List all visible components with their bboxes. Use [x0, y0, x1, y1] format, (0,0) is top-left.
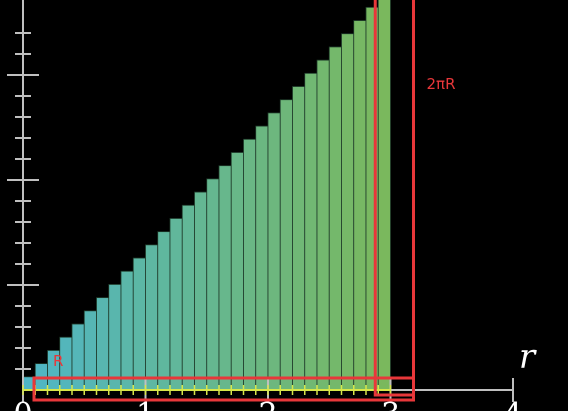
bar-13	[169, 218, 183, 391]
base-annotation-label: R	[53, 352, 63, 370]
y-tick-label-15: 15	[0, 58, 1, 93]
bar-19	[243, 138, 257, 391]
ticks-group	[7, 32, 514, 402]
bar-14	[181, 204, 195, 391]
bar-28	[353, 20, 367, 391]
bar-12	[157, 231, 171, 391]
y-tick-label-10: 10	[0, 163, 1, 198]
annotations-group: 2πR R	[32, 0, 456, 402]
base-highlight-box	[32, 376, 415, 402]
x-tick-label-4: 4	[503, 397, 522, 411]
bar-8	[108, 284, 122, 391]
bar-25	[316, 59, 330, 391]
bar-16	[206, 178, 220, 391]
height-highlight-box	[373, 0, 415, 397]
bar-21	[267, 112, 281, 391]
bar-7	[96, 297, 110, 391]
bar-27	[341, 33, 355, 391]
bar-5	[71, 323, 85, 391]
bar-11	[145, 244, 159, 391]
y-tick-label-5: 5	[0, 268, 1, 303]
bar-24	[304, 72, 318, 391]
bar-15	[194, 191, 208, 391]
bar-9	[120, 270, 134, 391]
bar-20	[255, 125, 269, 391]
bar-10	[132, 257, 146, 391]
bars-group	[22, 0, 391, 391]
x-axis-label: r	[519, 337, 537, 377]
bar-26	[328, 46, 342, 391]
bar-30	[377, 0, 391, 391]
x-tick-label-0: 0	[13, 397, 32, 411]
bar-22	[279, 99, 293, 391]
height-annotation-label: 2πR	[427, 75, 456, 93]
bar-18	[230, 152, 244, 391]
bar-17	[218, 165, 232, 391]
bar-23	[292, 86, 306, 391]
